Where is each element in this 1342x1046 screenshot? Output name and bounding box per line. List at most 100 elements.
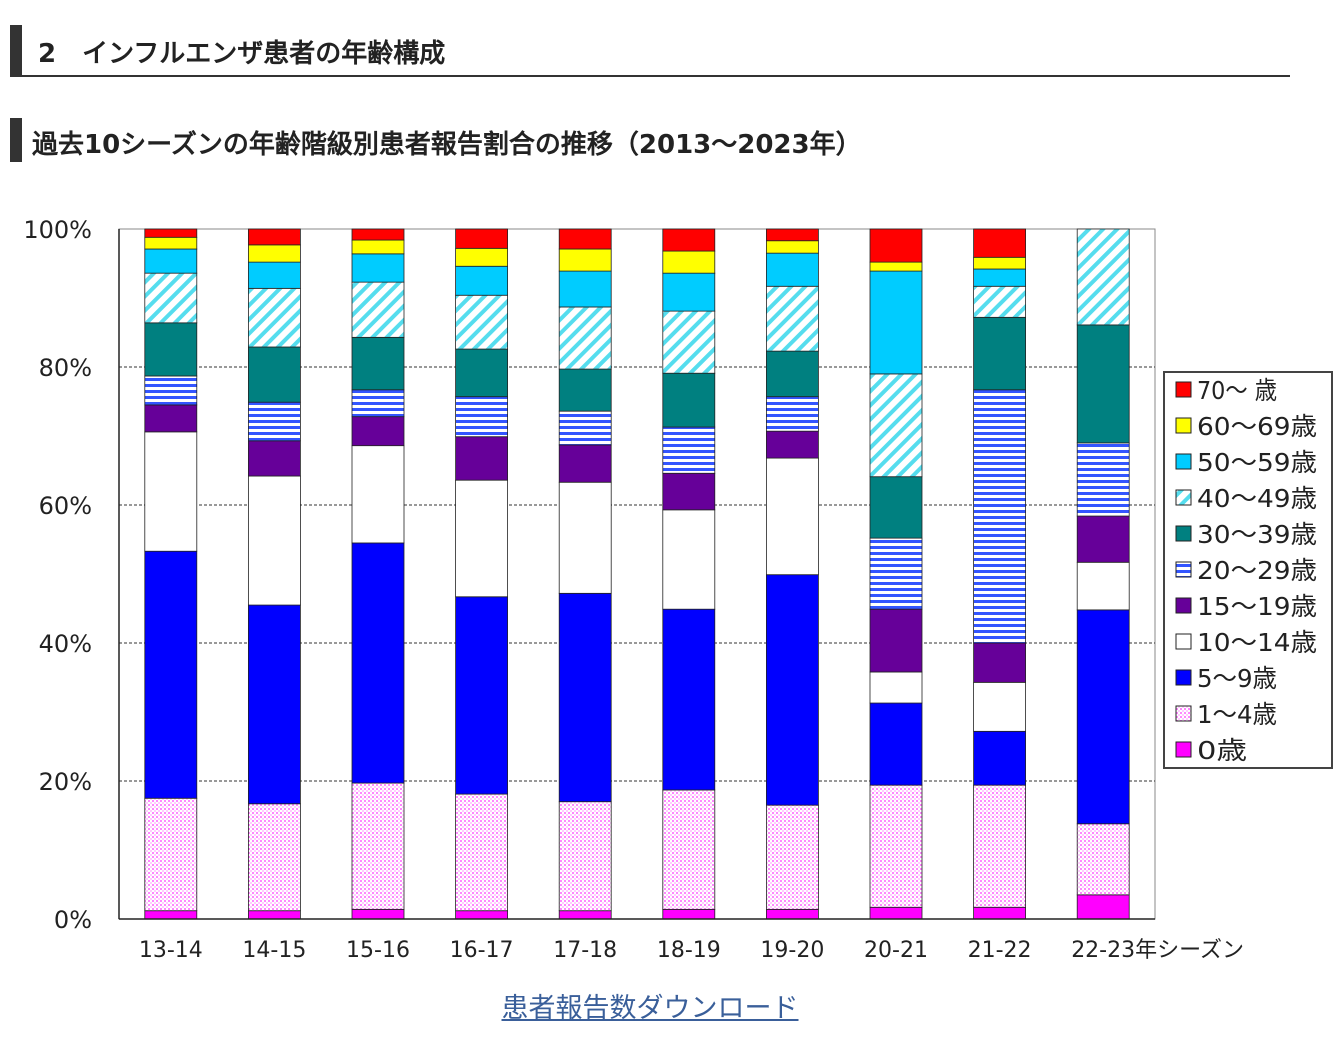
bar-segment: [766, 574, 819, 806]
bar-segment: [973, 389, 1026, 644]
y-tick-label: 0%: [54, 906, 92, 934]
legend-label: 50〜59歳: [1197, 448, 1317, 477]
bar-segment: [1076, 823, 1130, 896]
legend-swatch: [1175, 381, 1192, 398]
bar-segment: [455, 396, 509, 438]
legend-swatch: [1175, 561, 1192, 578]
legend-label: 60〜69歳: [1197, 412, 1317, 441]
bar-segment: [973, 730, 1026, 786]
y-tick-label: 60%: [39, 492, 92, 520]
bar-segment: [144, 431, 198, 552]
bar-segment: [662, 472, 716, 511]
bar-segment: [662, 789, 716, 910]
bar-segment: [662, 272, 716, 312]
bar-segment: [766, 285, 819, 352]
bar-segment: [144, 404, 198, 433]
bar-segment: [558, 410, 612, 446]
x-tick-label: 14-15: [242, 938, 306, 963]
x-tick-label: 17-18: [553, 938, 617, 963]
bar-segment: [558, 910, 612, 920]
bar-segment: [455, 228, 509, 249]
bar-segment: [144, 910, 198, 920]
bar-segment: [662, 228, 716, 252]
y-tick-label: 100%: [23, 216, 92, 244]
bar-segment: [662, 426, 716, 474]
bar-segment: [247, 604, 301, 805]
bar-segment: [1076, 228, 1130, 326]
x-tick-label: 20-21: [864, 938, 928, 963]
bar-segment: [869, 476, 923, 539]
bar-segment: [766, 430, 819, 459]
bar-segment: [766, 350, 819, 398]
bar-segment: [973, 228, 1026, 258]
bar-segment: [558, 592, 612, 803]
bar-segment: [247, 440, 301, 477]
bar-segment: [455, 294, 509, 350]
bar-segment: [1076, 609, 1130, 825]
legend-swatch: [1175, 453, 1192, 470]
bar-segment: [869, 537, 923, 610]
bar-segment: [351, 239, 405, 255]
legend-swatch: [1175, 669, 1192, 686]
bar-segment: [869, 373, 923, 478]
bar-segment: [144, 797, 198, 912]
x-tick-label: 22-23年シーズン: [1071, 938, 1244, 963]
bar-segment: [869, 784, 923, 908]
bar-segment: [766, 252, 819, 287]
bar-segment: [144, 248, 198, 274]
bar-segment: [247, 910, 301, 920]
bar-segment: [351, 253, 405, 283]
heading-marker: [10, 118, 22, 162]
legend-swatch: [1175, 597, 1192, 614]
bar-segment: [247, 228, 301, 246]
legend-swatch: [1175, 633, 1192, 650]
bar-segment: [144, 550, 198, 799]
legend-label: 10〜14歳: [1197, 628, 1317, 657]
legend-swatch: [1175, 741, 1192, 758]
bar-segment: [869, 671, 923, 704]
bar-segment: [558, 270, 612, 308]
bar-segment: [973, 681, 1026, 732]
legend-label: 20〜29歳: [1197, 556, 1317, 585]
bar-segment: [766, 396, 819, 432]
x-tick-label: 19-20: [760, 938, 824, 963]
bar-segment: [662, 509, 716, 610]
download-link[interactable]: 患者報告数ダウンロード: [501, 993, 799, 1024]
bar-segment: [455, 265, 509, 296]
y-tick-label: 80%: [39, 354, 92, 382]
bar-segment: [869, 702, 923, 786]
bar-segment: [869, 608, 923, 673]
bar-segment: [455, 479, 509, 598]
bar-segment: [351, 228, 405, 241]
bar-segment: [247, 244, 301, 263]
bar-segment: [1076, 324, 1130, 444]
bar-segment: [247, 401, 301, 442]
bar-segment: [973, 268, 1026, 287]
bar-segment: [351, 336, 405, 391]
bar-segment: [144, 322, 198, 377]
bar-segment: [144, 272, 198, 324]
bar-segment: [247, 475, 301, 606]
section-heading-text: 2 インフルエンザ患者の年齢構成: [38, 39, 446, 69]
x-tick-label: 15-16: [346, 938, 410, 963]
bar-segment: [1076, 442, 1130, 517]
bar-segment: [662, 372, 716, 428]
bar-segment: [351, 389, 405, 418]
bar-segment: [662, 908, 716, 920]
bar-segment: [869, 270, 923, 375]
bar-segment: [558, 228, 612, 250]
legend-label: 30〜39歳: [1197, 520, 1317, 549]
bar-segment: [558, 444, 612, 483]
bar-segment: [247, 287, 301, 348]
bar-segment: [247, 346, 301, 403]
bar-segment: [766, 240, 819, 254]
legend-swatch: [1175, 525, 1192, 542]
chart-title: 過去10シーズンの年齢階級別患者報告割合の推移（2013〜2023年）: [32, 130, 862, 160]
bar-segment: [247, 261, 301, 289]
bar-segment: [351, 782, 405, 910]
x-tick-label: 21-22: [968, 938, 1032, 963]
x-tick-label: 18-19: [657, 938, 721, 963]
bar-segment: [558, 368, 612, 412]
bar-segment: [558, 481, 612, 594]
